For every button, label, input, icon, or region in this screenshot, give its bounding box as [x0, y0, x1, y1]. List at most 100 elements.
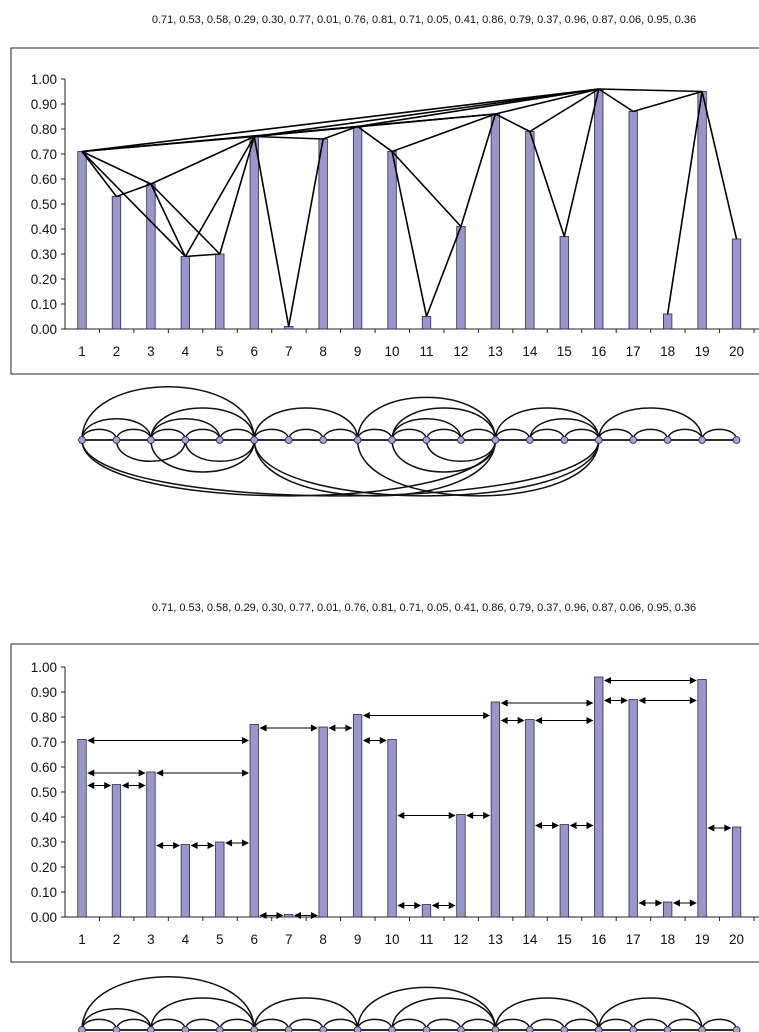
- arrowhead-left: [638, 697, 646, 704]
- arrowhead-left: [328, 724, 336, 732]
- x-tick-label: 20: [729, 344, 744, 359]
- arc-above: [701, 428, 738, 441]
- x-tick-label: 9: [354, 344, 362, 359]
- arc-node: [491, 436, 500, 444]
- arrowhead-right: [517, 717, 525, 724]
- arc-above: [219, 1018, 255, 1031]
- y-tick-label: 0.00: [31, 910, 57, 925]
- x-tick-label: 15: [557, 932, 572, 947]
- visibility-graph-chart: 0.00 0.10 0.20 0.30 0.40 0.50 0.60 0.70 0.80 0.90…: [10, 47, 759, 375]
- arc-above: [81, 385, 255, 441]
- arrowhead-left: [259, 912, 267, 919]
- arc-below: [425, 439, 497, 463]
- arc-node: [112, 1026, 121, 1032]
- x-tick-label: 17: [626, 344, 641, 359]
- bar: [421, 904, 432, 918]
- x-tick-label: 8: [319, 344, 327, 359]
- arc-above: [253, 1018, 290, 1031]
- arc-node: [422, 436, 431, 444]
- arc-above: [253, 407, 359, 441]
- arc-above: [115, 1018, 152, 1031]
- arrowhead-left: [156, 842, 164, 849]
- sequence-label-bottom: 0.71, 0.53, 0.58, 0.29, 0.30, 0.77, 0.01…: [152, 602, 696, 614]
- bar: [456, 226, 466, 330]
- bar: [731, 238, 742, 330]
- y-tick-label: 0.20: [31, 272, 57, 287]
- visibility-edge: [150, 135, 255, 185]
- x-tick-label: 1: [78, 932, 86, 947]
- arc-node: [112, 436, 121, 444]
- bar: [146, 771, 156, 918]
- arc-node: [215, 1026, 224, 1032]
- arc-above: [598, 1018, 634, 1031]
- y-tick-label: 0.90: [31, 685, 57, 700]
- y-tick-label: 0.00: [31, 322, 57, 337]
- arrowhead-left: [466, 812, 474, 819]
- arc-above: [529, 428, 566, 441]
- x-tick-label: 6: [250, 344, 258, 359]
- chart-frame: [10, 47, 759, 375]
- arc-above: [322, 428, 359, 441]
- arrowhead-left: [500, 717, 508, 724]
- arrowhead-right: [689, 899, 697, 907]
- arc-node: [491, 1026, 500, 1032]
- arrowhead-right: [552, 822, 560, 829]
- arrowhead-right: [242, 769, 249, 777]
- arc-above: [356, 986, 497, 1031]
- bar: [697, 91, 707, 330]
- visibility-edge: [391, 151, 428, 317]
- arrowhead-right: [586, 822, 594, 829]
- arc-above: [666, 428, 703, 441]
- bar: [284, 326, 294, 330]
- arc-above: [494, 428, 531, 441]
- arc-above: [391, 1018, 428, 1031]
- arc-node: [353, 1026, 362, 1032]
- arc-above: [81, 1007, 152, 1031]
- arc-node: [319, 1026, 327, 1032]
- x-tick-label: 5: [216, 344, 224, 359]
- bar: [215, 253, 225, 330]
- x-tick-label: 19: [695, 932, 710, 947]
- arc-below: [184, 439, 255, 463]
- x-tick-label: 4: [182, 932, 190, 947]
- arc-above: [598, 428, 634, 441]
- arc-above: [391, 417, 462, 441]
- visibility-edge: [495, 113, 531, 133]
- arc-above: [460, 1018, 497, 1031]
- arrowhead-right: [379, 737, 387, 744]
- bar: [249, 724, 259, 918]
- visibility-edge: [391, 150, 462, 228]
- y-tick-label: 0.50: [31, 197, 57, 212]
- arrowhead-left: [604, 677, 611, 684]
- bar: [731, 826, 742, 918]
- visibility-edge: [701, 91, 738, 240]
- visibility-edge: [357, 113, 496, 128]
- arc-node: [181, 436, 190, 444]
- arc-node: [388, 436, 396, 444]
- arc-above: [287, 428, 324, 441]
- arc-node: [560, 1026, 569, 1032]
- arc-above: [632, 428, 669, 441]
- visibility-edge: [495, 88, 599, 115]
- y-tick-label: 0.60: [31, 760, 57, 775]
- bar: [111, 196, 122, 330]
- visibility-edge: [81, 151, 118, 197]
- bar: [180, 256, 191, 330]
- x-tick-label: 12: [453, 932, 468, 947]
- y-tick-label: 1.00: [31, 660, 57, 675]
- arc-above: [494, 407, 600, 441]
- y-tick-label: 0.30: [31, 835, 57, 850]
- arc-node: [594, 1026, 603, 1032]
- visibility-edge: [81, 150, 186, 258]
- arrowhead-right: [104, 782, 112, 789]
- arc-node: [250, 436, 259, 444]
- arc-above: [632, 1018, 669, 1031]
- arc-above: [253, 997, 359, 1031]
- arrowhead-left: [362, 737, 370, 744]
- y-tick-label: 0.70: [31, 147, 57, 162]
- arc-node: [594, 436, 603, 444]
- arrowhead-right: [242, 737, 249, 744]
- arrowhead-right: [448, 812, 456, 819]
- arc-above: [391, 997, 497, 1031]
